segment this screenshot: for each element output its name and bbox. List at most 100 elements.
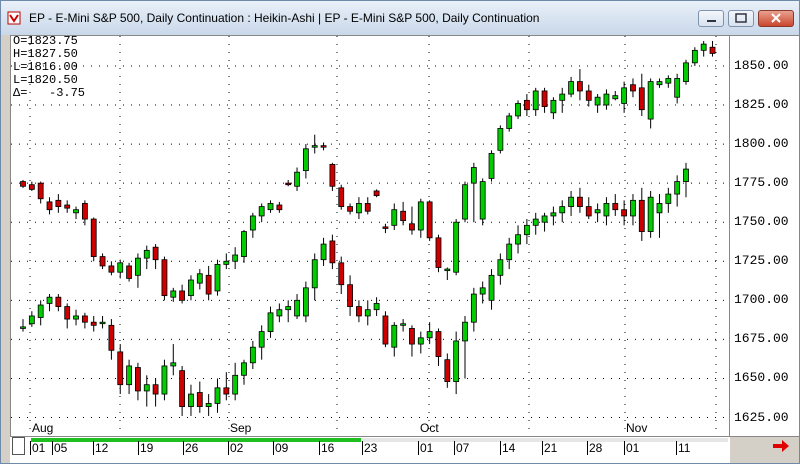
minimize-icon bbox=[707, 20, 716, 22]
heikin-ashi-candle bbox=[577, 81, 583, 92]
price-candle bbox=[126, 365, 132, 386]
heikin-ashi-candle bbox=[285, 182, 292, 186]
price-candle bbox=[364, 309, 371, 317]
date-tick-label: 07 bbox=[454, 441, 470, 455]
ohlc-close: L=1820.50 bbox=[13, 73, 78, 87]
date-tick-label: 23 bbox=[362, 441, 378, 455]
scroll-bar-thumb[interactable] bbox=[31, 438, 361, 442]
date-tick-label: 09 bbox=[273, 441, 289, 455]
heikin-ashi-candle bbox=[435, 237, 442, 268]
price-candle bbox=[285, 306, 292, 311]
maximize-icon bbox=[735, 13, 747, 23]
date-tick-label: 01 bbox=[624, 441, 640, 455]
close-button[interactable] bbox=[758, 10, 794, 27]
date-tick-label: 11 bbox=[676, 441, 691, 455]
price-candle bbox=[506, 243, 513, 261]
price-candle bbox=[20, 326, 26, 329]
date-tick-label: 05 bbox=[52, 441, 68, 455]
price-candle bbox=[630, 199, 636, 217]
heikin-ashi-candle bbox=[683, 62, 689, 82]
heikin-ashi-candle bbox=[294, 171, 300, 187]
heikin-ashi-candle bbox=[117, 262, 124, 273]
price-tick-label: 1700.00 bbox=[734, 292, 789, 308]
heikin-ashi-candle bbox=[532, 90, 539, 111]
price-candle bbox=[232, 374, 239, 395]
title-bar[interactable]: EP - E-Mini S&P 500, Daily Continuation … bbox=[1, 1, 799, 35]
heikin-ashi-candle bbox=[400, 210, 407, 222]
heikin-ashi-candle bbox=[152, 246, 159, 261]
price-candle bbox=[99, 321, 106, 325]
app-logo-icon bbox=[7, 11, 21, 25]
heikin-ashi-candle bbox=[497, 128, 504, 151]
minimize-button[interactable] bbox=[698, 10, 724, 27]
candlestick-chart bbox=[11, 36, 729, 436]
scroll-right-arrow-icon[interactable] bbox=[771, 438, 791, 454]
price-candle bbox=[674, 181, 681, 195]
heikin-ashi-candle bbox=[665, 78, 672, 84]
heikin-ashi-candle bbox=[647, 81, 654, 120]
heikin-ashi-candle bbox=[674, 78, 681, 98]
heikin-ashi-candle bbox=[691, 49, 698, 64]
heikin-ashi-candle bbox=[382, 226, 389, 229]
price-candle bbox=[638, 199, 645, 232]
heikin-ashi-candle bbox=[108, 265, 115, 273]
heikin-ashi-candle bbox=[320, 145, 327, 148]
date-tick-label: 14 bbox=[500, 441, 516, 455]
maximize-button[interactable] bbox=[728, 10, 754, 27]
heikin-ashi-candle bbox=[276, 204, 283, 211]
heikin-ashi-candle bbox=[621, 87, 628, 104]
price-candle bbox=[205, 403, 212, 407]
price-candle bbox=[409, 328, 415, 345]
price-candle bbox=[603, 203, 610, 217]
heikin-ashi-candle bbox=[99, 256, 106, 267]
price-candle bbox=[683, 168, 689, 182]
chart-plot-area[interactable]: O=1823.75 H=1827.50 L=1816.00 L=1820.50 Δ= -… bbox=[10, 35, 730, 437]
heikin-ashi-candle bbox=[373, 190, 380, 197]
date-tick-label: 19 bbox=[138, 441, 154, 455]
price-candle bbox=[135, 367, 141, 392]
heikin-ashi-candle bbox=[258, 206, 265, 217]
scroll-bar-track[interactable] bbox=[361, 438, 728, 442]
price-candle bbox=[647, 196, 654, 232]
price-candle bbox=[417, 337, 424, 345]
price-candle bbox=[453, 340, 460, 382]
heikin-ashi-candle bbox=[612, 95, 619, 100]
price-candle bbox=[108, 324, 115, 351]
heikin-ashi-candle bbox=[90, 218, 97, 257]
price-candle bbox=[497, 259, 504, 276]
price-candle bbox=[559, 206, 566, 214]
close-icon bbox=[771, 13, 781, 23]
heikin-ashi-candle bbox=[329, 163, 336, 187]
price-candle bbox=[347, 284, 353, 307]
window-title: EP - E-Mini S&P 500, Daily Continuation … bbox=[29, 11, 540, 25]
price-candle bbox=[665, 193, 672, 204]
heikin-ashi-candle bbox=[541, 90, 548, 107]
price-tick-label: 1625.00 bbox=[734, 409, 789, 425]
time-axis[interactable]: Aug Sep Oct Nov 01 05 12 19 26 02 09 16 23 01 07 14 21 28… bbox=[10, 421, 730, 463]
price-candle bbox=[64, 306, 71, 320]
heikin-ashi-candle bbox=[630, 84, 636, 92]
price-candle bbox=[435, 331, 442, 357]
heikin-ashi-candle bbox=[470, 167, 477, 184]
month-label: Aug bbox=[32, 421, 54, 435]
heikin-ashi-candle bbox=[126, 265, 132, 279]
price-axis[interactable]: 1625.00 1650.00 1675.00 1700.00 1725.00 1750.… bbox=[730, 35, 799, 437]
heikin-ashi-candle bbox=[506, 115, 513, 129]
date-tick-label: 28 bbox=[587, 441, 603, 455]
month-label: Oct bbox=[420, 421, 439, 435]
price-candle bbox=[338, 262, 345, 286]
date-tick-label: 26 bbox=[183, 441, 199, 455]
price-candle bbox=[329, 240, 336, 264]
price-candle bbox=[143, 384, 150, 392]
heikin-ashi-candle bbox=[585, 90, 592, 101]
heikin-ashi-candle bbox=[223, 260, 230, 265]
heikin-ashi-candle bbox=[426, 201, 433, 239]
heikin-ashi-candle bbox=[249, 215, 256, 231]
heikin-ashi-candle bbox=[444, 268, 451, 272]
price-candle bbox=[523, 224, 530, 236]
scroll-box[interactable] bbox=[12, 437, 25, 455]
price-candle bbox=[73, 315, 79, 320]
month-label: Nov bbox=[626, 421, 648, 435]
heikin-ashi-candle bbox=[568, 81, 574, 95]
